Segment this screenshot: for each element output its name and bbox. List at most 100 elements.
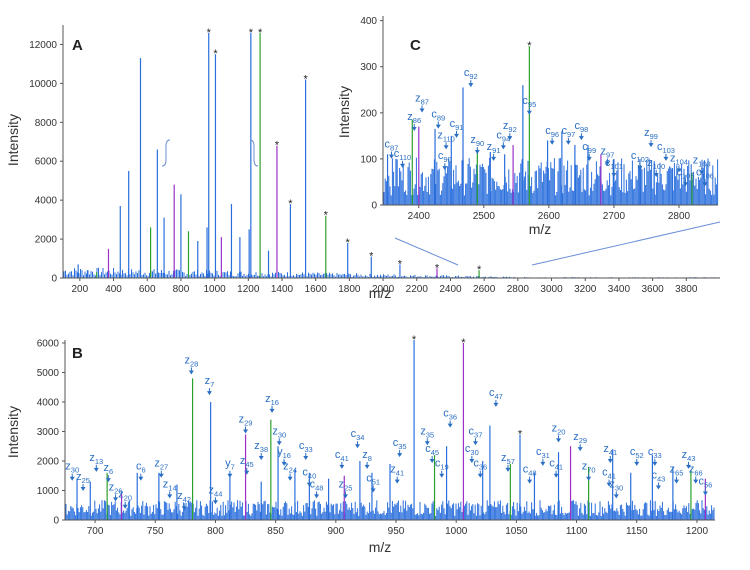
ion-arrow-icon bbox=[469, 458, 475, 463]
ion-arrow-icon bbox=[586, 476, 592, 481]
ion-label: c87 bbox=[385, 139, 399, 153]
ion-label: c47 bbox=[489, 387, 503, 401]
ion-label: c99 bbox=[582, 141, 596, 155]
ion-arrow-icon bbox=[472, 441, 478, 446]
ion-label: z41 bbox=[603, 443, 617, 457]
ion-arrow-icon bbox=[686, 464, 692, 469]
peak-star-marker: * bbox=[275, 140, 280, 152]
noise-baseline bbox=[63, 267, 720, 278]
ion-label: z7 bbox=[205, 375, 215, 389]
ion-arrow-icon bbox=[424, 441, 430, 446]
ion-label: c105 bbox=[676, 166, 694, 180]
ion-label: c102 bbox=[631, 150, 649, 164]
ion-label: c48 bbox=[523, 464, 537, 478]
ion-arrow-icon bbox=[652, 461, 658, 466]
ion-arrow-icon bbox=[370, 488, 376, 493]
ion-arrow-icon bbox=[655, 485, 661, 490]
ion-label: z38 bbox=[254, 440, 268, 454]
peak-star-marker: * bbox=[249, 27, 254, 39]
x-tick-label: 2400 bbox=[408, 211, 431, 222]
x-tick-label: 2200 bbox=[406, 284, 429, 295]
ion-arrow-icon bbox=[604, 161, 610, 166]
ion-label: c110 bbox=[394, 148, 411, 162]
ion-arrow-icon bbox=[443, 145, 449, 150]
ion-arrow-icon bbox=[693, 479, 699, 484]
peak-star-marker: * bbox=[346, 237, 351, 249]
ion-arrow-icon bbox=[243, 429, 249, 434]
y-tick-label: 100 bbox=[360, 154, 377, 165]
ion-label: c37 bbox=[469, 425, 483, 439]
ion-arrow-icon bbox=[122, 504, 128, 509]
peak-star-marker: * bbox=[369, 251, 374, 263]
peak-star-marker: * bbox=[303, 73, 308, 85]
ion-arrow-icon bbox=[442, 166, 448, 171]
ion-label: c36 bbox=[443, 408, 457, 422]
ion-label: c94 bbox=[496, 129, 510, 143]
ion-arrow-icon bbox=[493, 402, 499, 407]
y-tick-label: 0 bbox=[371, 201, 377, 212]
x-tick-label: 3600 bbox=[641, 284, 664, 295]
ion-arrow-icon bbox=[287, 476, 293, 481]
panel-b-label: B bbox=[72, 345, 83, 362]
ion-label: z25 bbox=[339, 478, 353, 492]
x-tick-label: 600 bbox=[139, 284, 156, 295]
ion-arrow-icon bbox=[648, 143, 654, 148]
ion-arrow-icon bbox=[429, 458, 435, 463]
ion-label: z65 bbox=[670, 464, 684, 478]
ion-label: z26 bbox=[109, 481, 123, 495]
ion-arrow-icon bbox=[477, 473, 483, 478]
ion-arrow-icon bbox=[447, 423, 453, 428]
ion-arrow-icon bbox=[491, 156, 497, 161]
ion-label: c45 bbox=[425, 443, 439, 457]
ion-label: z45 bbox=[240, 455, 254, 469]
ion-label: y16 bbox=[277, 446, 291, 460]
bracket-left bbox=[161, 139, 171, 167]
ion-arrow-icon bbox=[342, 494, 348, 499]
ion-arrow-icon bbox=[411, 126, 417, 131]
ion-label: c48 bbox=[310, 478, 324, 492]
ion-arrow-icon bbox=[663, 156, 669, 161]
ion-label: c95 bbox=[522, 95, 536, 109]
y-tick-label: 3000 bbox=[37, 427, 60, 438]
ion-arrow-icon bbox=[397, 453, 403, 458]
y-tick-label: 4000 bbox=[37, 397, 60, 408]
panel-a: A Intensity m/z 200 400 600 800 1000 1200 1400… bbox=[5, 25, 721, 301]
ion-arrow-icon bbox=[565, 140, 571, 145]
ion-label: c33 bbox=[299, 440, 313, 454]
ion-arrow-icon bbox=[306, 482, 312, 487]
x-tick-label: 2600 bbox=[473, 284, 496, 295]
ion-label: z8 bbox=[362, 449, 372, 463]
ion-label: c43 bbox=[652, 470, 666, 484]
ion-arrow-icon bbox=[80, 487, 86, 492]
ion-label: c51 bbox=[366, 472, 380, 486]
ion-arrow-icon bbox=[634, 461, 640, 466]
ion-label: z27 bbox=[154, 458, 168, 472]
ion-arrow-icon bbox=[676, 168, 682, 173]
ion-label: z14 bbox=[163, 478, 177, 492]
peak-star-marker: * bbox=[527, 40, 532, 52]
panel-b-ticks: 700 750 800 850 900 950 1000 1050 1100 1150 1200 0 1… bbox=[37, 338, 709, 537]
panel-a-label: A bbox=[72, 37, 83, 54]
ion-label: z66 bbox=[689, 464, 703, 478]
ion-label: c41 bbox=[335, 449, 349, 463]
panel-b-stars: * * * bbox=[412, 334, 523, 440]
ion-arrow-icon bbox=[93, 467, 99, 472]
x-tick-label: 1200 bbox=[237, 284, 260, 295]
panel-b-annotations: z30z25z13z6z26z20c6z27z14z42z28z7y7z44z2… bbox=[65, 354, 712, 511]
ion-label: z30 bbox=[65, 461, 79, 475]
x-tick-label: 850 bbox=[267, 526, 284, 537]
panel-c-peaks bbox=[383, 45, 719, 205]
ion-label: z86 bbox=[407, 111, 421, 125]
ion-arrow-icon bbox=[276, 441, 282, 446]
ion-arrow-icon bbox=[258, 456, 264, 461]
ion-label: c52 bbox=[630, 446, 644, 460]
panel-a-stars: *** ******** * * bbox=[207, 27, 482, 276]
panel-c-inset: C Intensity m/z 2400 2500 2600 2700 2800 0 100… bbox=[336, 14, 720, 237]
panel-a-ticks: 200 400 600 800 1000 1200 1400 1600 1800 2000 2200… bbox=[29, 40, 698, 295]
peak-star-marker: * bbox=[518, 428, 523, 440]
ion-arrow-icon bbox=[269, 408, 275, 413]
y-tick-label: 1000 bbox=[37, 486, 60, 497]
x-tick-label: 1600 bbox=[305, 284, 328, 295]
x-tick-label: 3000 bbox=[540, 284, 563, 295]
